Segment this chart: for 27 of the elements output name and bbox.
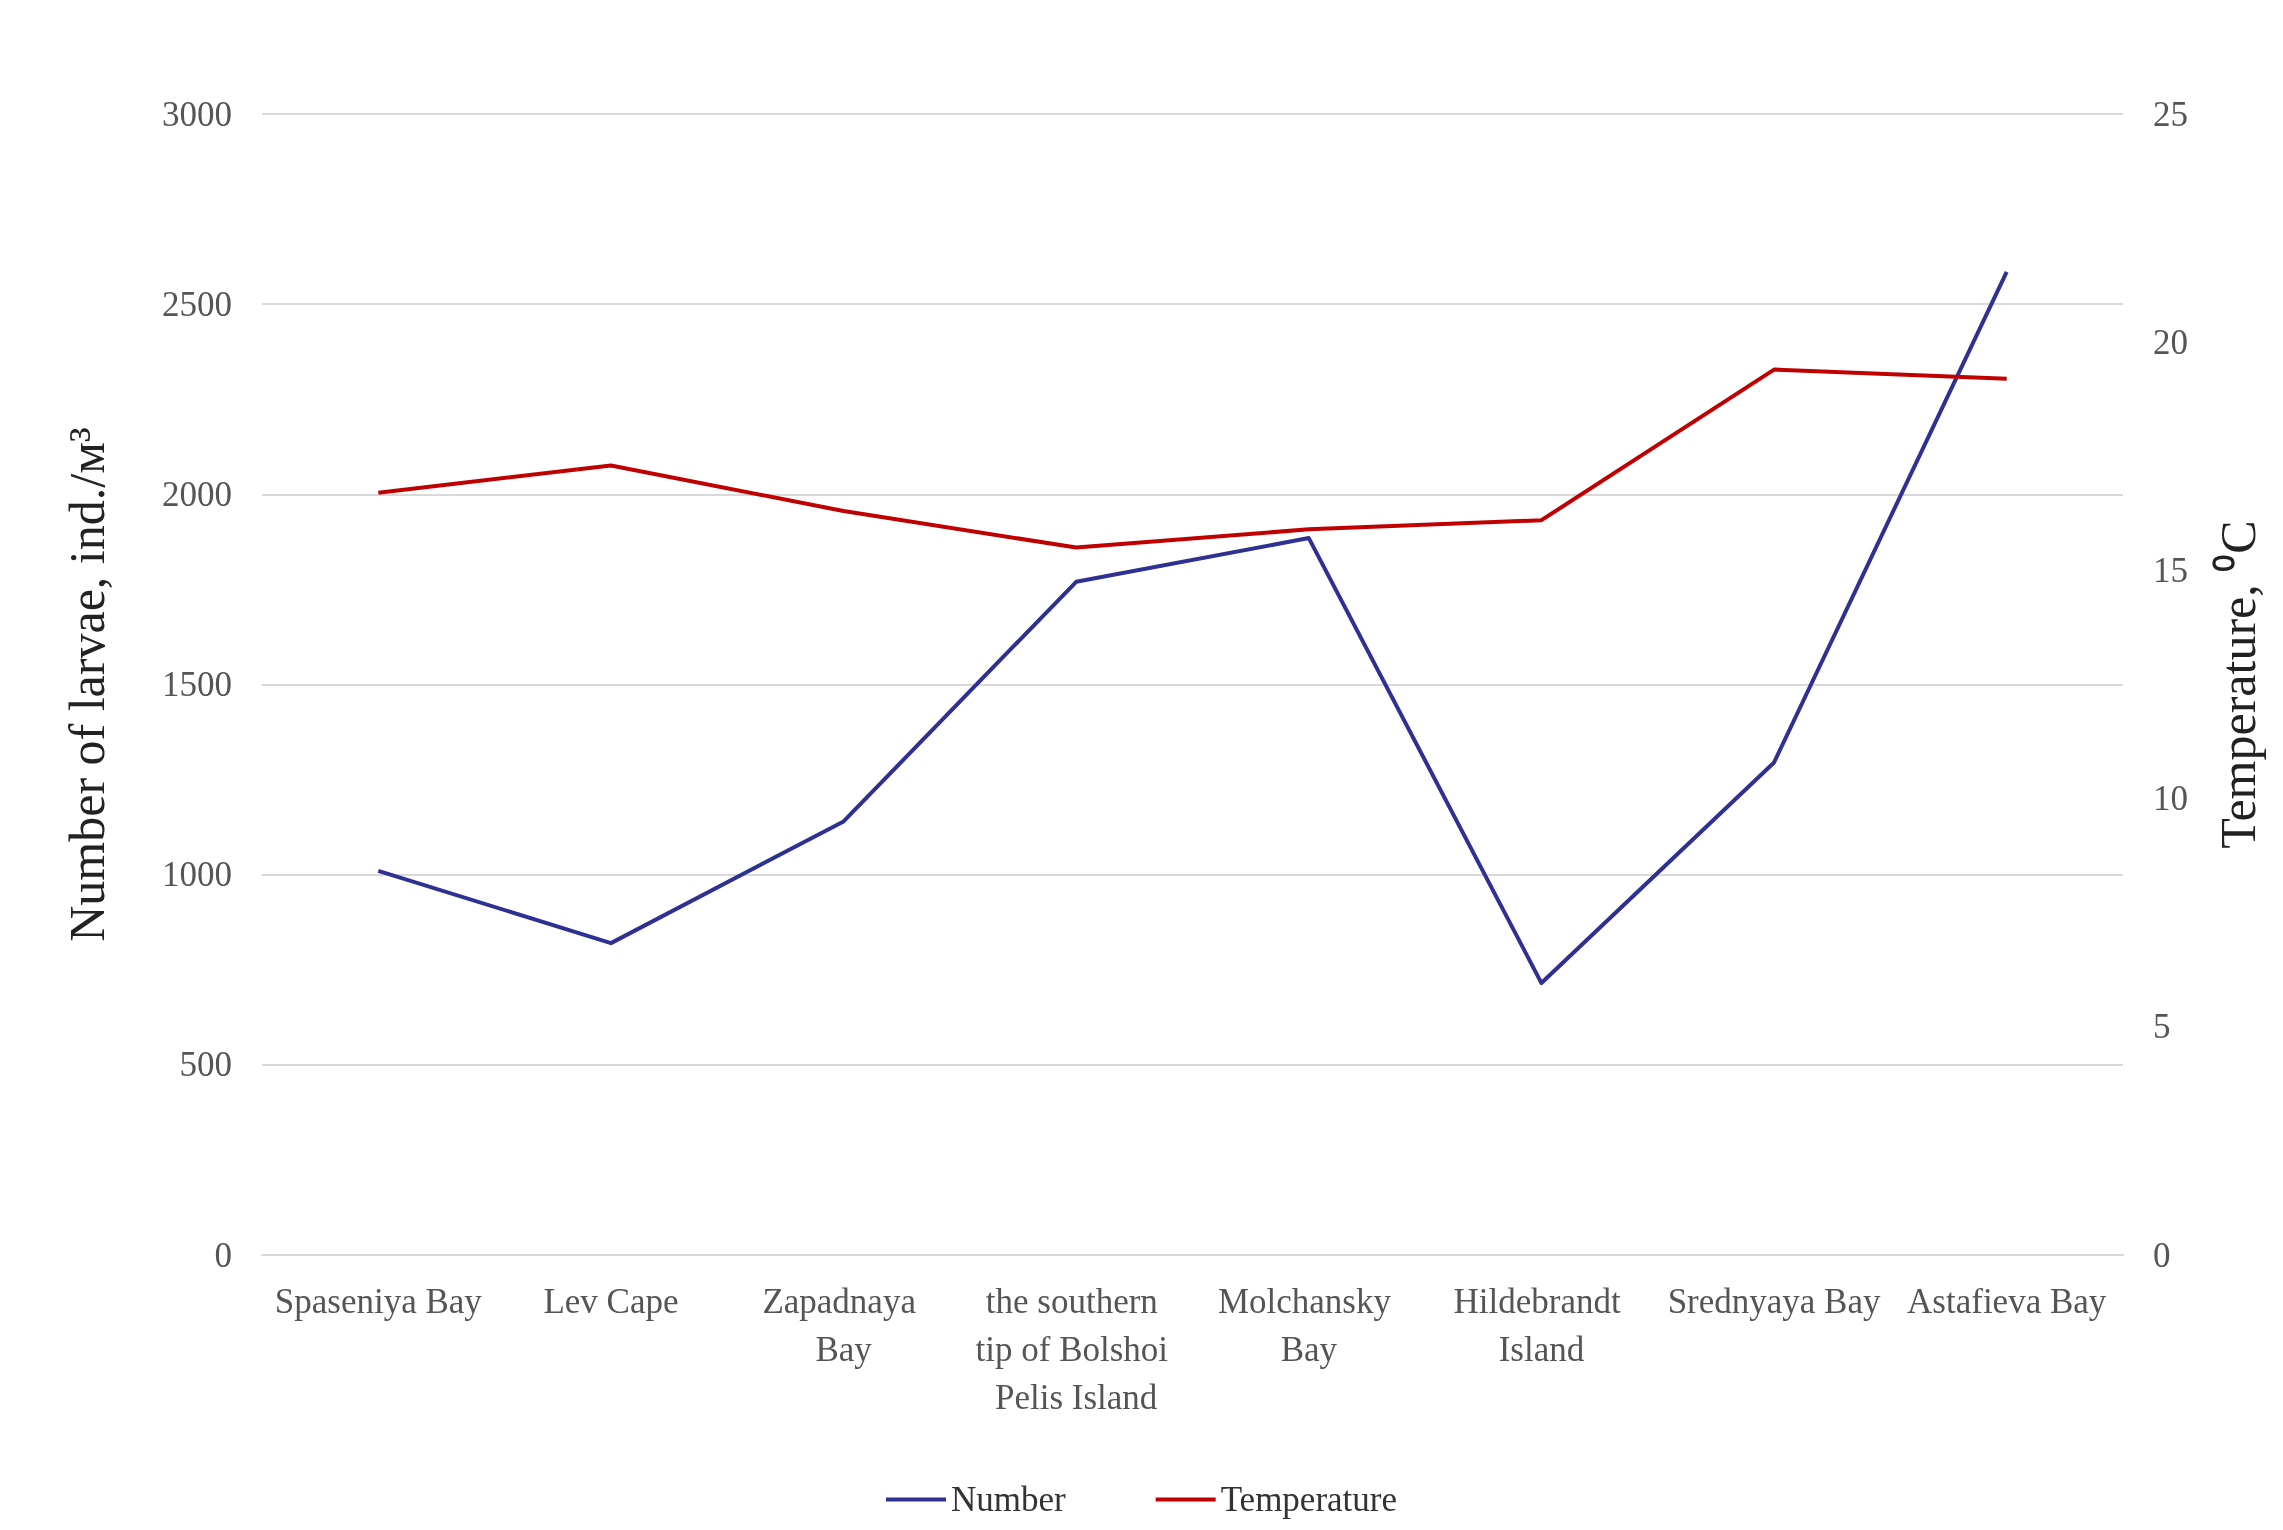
line-series [376,269,2009,986]
y2-tick-label: 20 [2153,322,2188,362]
y2-tick-label: 25 [2153,94,2188,134]
x-tick-label: Spaseniya Bay [274,1281,483,1321]
line-series [376,367,2009,550]
x-tick-label: Hildebrandt Island [1453,1281,1630,1369]
x-tick-label: Molchansky Bay [1217,1281,1400,1369]
y-tick-label: 1500 [162,665,232,704]
x-tick-label: Zapadnaya Bay [762,1281,925,1369]
x-tick-label: Srednyaya Bay [1667,1281,1881,1321]
y-tick-label: 2500 [162,284,232,324]
y-tick-label: 2000 [162,474,232,514]
y-tick-label: 1000 [162,855,232,895]
legend-label: Temperature [1220,1480,1398,1519]
y2-tick-label: 5 [2153,1007,2171,1047]
y-axis-title: Number of larvae, ind./м³ [59,427,115,942]
x-tick-label: Astafieva Bay [1907,1281,2107,1321]
y2-axis-title: Temperature, ⁰C [2210,520,2266,849]
y2-tick-label: 15 [2153,550,2188,590]
y-tick-label: 500 [179,1045,232,1085]
y-tick-label: 0 [214,1235,232,1275]
legend-label: Number [950,1480,1067,1519]
y-tick-label: 3000 [162,94,232,134]
y2-tick-label: 10 [2153,779,2188,819]
x-tick-label: Lev Cape [543,1281,679,1321]
x-tick-label: the southern tip of Bolshoi Pelis Island [975,1281,1177,1417]
y2-tick-label: 0 [2153,1235,2171,1275]
